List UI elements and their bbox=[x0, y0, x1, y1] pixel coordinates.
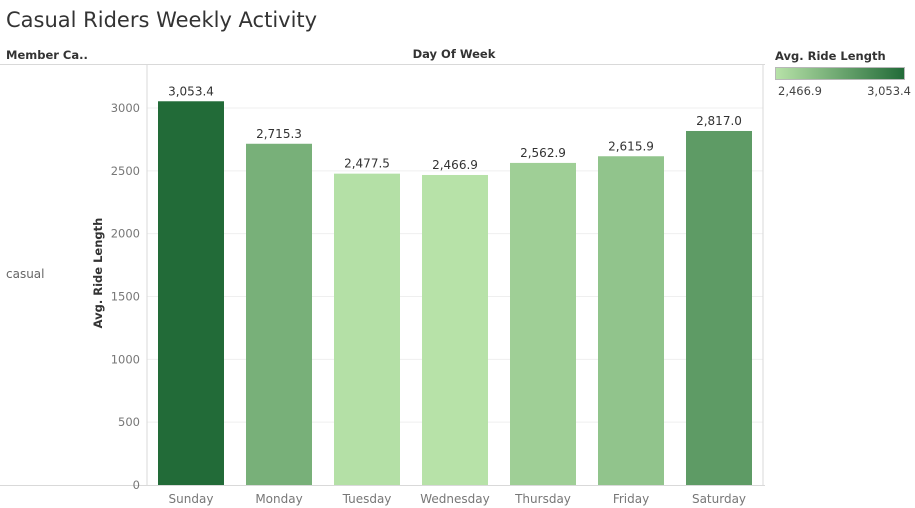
y-tick-label: 2500 bbox=[111, 164, 140, 178]
bar-thursday[interactable] bbox=[510, 162, 576, 486]
header-divider bbox=[0, 64, 765, 65]
data-label-sunday: 3,053.4 bbox=[168, 84, 214, 98]
legend-title: Avg. Ride Length bbox=[775, 49, 886, 63]
x-tick-label-saturday: Saturday bbox=[692, 492, 746, 506]
data-label-monday: 2,715.3 bbox=[256, 127, 302, 141]
bar-monday[interactable] bbox=[246, 143, 312, 485]
legend-min-label: 2,466.9 bbox=[778, 84, 822, 98]
legend-gradient bbox=[775, 67, 905, 80]
data-label-saturday: 2,817.0 bbox=[696, 114, 742, 128]
y-axis-label: Avg. Ride Length bbox=[91, 218, 105, 329]
data-label-thursday: 2,562.9 bbox=[520, 146, 566, 160]
color-legend[interactable]: Avg. Ride Length 2,466.9 3,053.4 bbox=[775, 49, 915, 98]
row-label-casual[interactable]: casual bbox=[6, 267, 45, 281]
bar-friday[interactable] bbox=[598, 156, 664, 485]
bar-wednesday[interactable] bbox=[422, 174, 488, 485]
x-tick-label-sunday: Sunday bbox=[169, 492, 214, 506]
data-label-friday: 2,615.9 bbox=[608, 139, 654, 153]
member-category-header[interactable]: Member Ca.. bbox=[6, 48, 88, 62]
x-tick-label-tuesday: Tuesday bbox=[342, 492, 392, 506]
page-title: Casual Riders Weekly Activity bbox=[6, 8, 318, 32]
y-tick-label: 2000 bbox=[111, 227, 140, 241]
data-label-tuesday: 2,477.5 bbox=[344, 157, 390, 171]
x-tick-label-wednesday: Wednesday bbox=[420, 492, 489, 506]
bar-tuesday[interactable] bbox=[334, 173, 400, 486]
bars bbox=[158, 101, 752, 486]
x-tick-label-thursday: Thursday bbox=[514, 492, 571, 506]
bar-sunday[interactable] bbox=[158, 101, 224, 486]
legend-max-label: 3,053.4 bbox=[867, 84, 911, 98]
y-tick-label: 1500 bbox=[111, 289, 140, 303]
y-tick-label: 3000 bbox=[111, 101, 140, 115]
x-tick-label-monday: Monday bbox=[255, 492, 302, 506]
footer-divider bbox=[0, 485, 765, 486]
y-tick-label: 1000 bbox=[111, 352, 140, 366]
x-tick-label-friday: Friday bbox=[613, 492, 649, 506]
bar-saturday[interactable] bbox=[686, 130, 752, 486]
y-tick-label: 500 bbox=[118, 415, 140, 429]
day-of-week-header[interactable]: Day Of Week bbox=[412, 47, 496, 61]
data-label-wednesday: 2,466.9 bbox=[432, 158, 478, 172]
